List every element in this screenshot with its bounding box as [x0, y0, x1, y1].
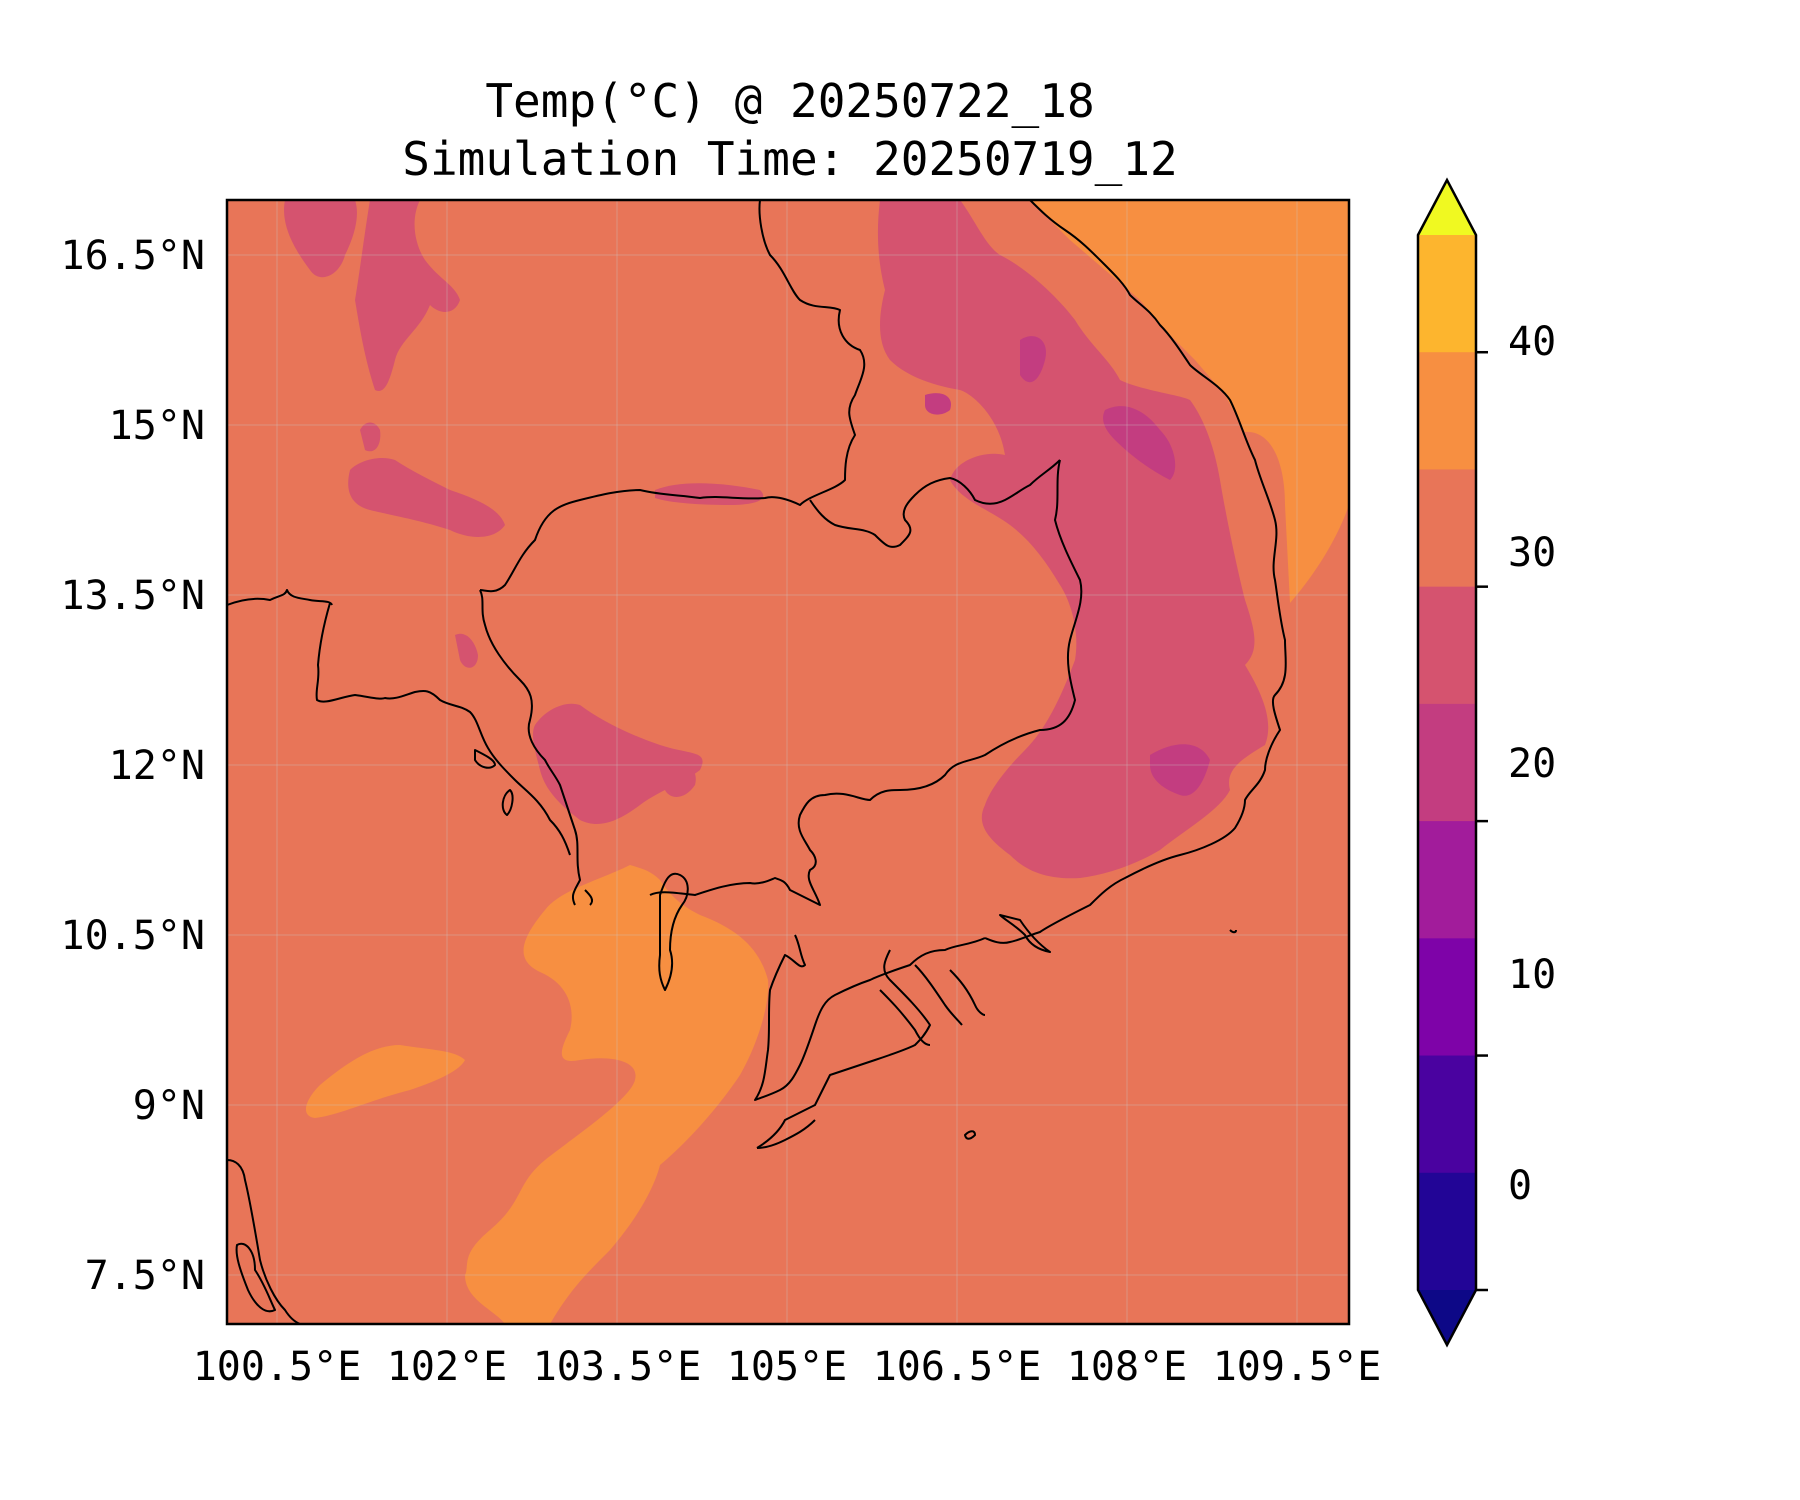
delta-channel-3 — [949, 969, 986, 1016]
colorbar — [1416, 177, 1488, 1348]
lon-tick: 108°E — [1067, 1344, 1187, 1390]
cambodia-thailand-west-border — [479, 589, 581, 906]
cold-spot-3 — [1103, 406, 1176, 480]
colorbar-tick-labels: 40 30 20 10 0 — [1508, 319, 1556, 1209]
lat-tick: 13.5°N — [61, 573, 206, 619]
laos-cambodia-border — [809, 459, 1061, 548]
island-con-son — [1229, 929, 1237, 934]
vietnam-coast — [984, 199, 1287, 944]
island-gulf-1 — [474, 749, 496, 769]
delta-channel-4 — [914, 964, 963, 1026]
graticule — [227, 200, 1349, 1324]
cool-zones — [284, 200, 1269, 879]
map-title: Temp(°C) @ 20250722_18 — [485, 74, 1095, 128]
lat-tick-labels: 16.5°N 15°N 13.5°N 12°N 10.5°N 9°N 7.5°N — [61, 233, 206, 1299]
lat-tick: 10.5°N — [61, 913, 206, 959]
lon-tick: 100.5°E — [193, 1344, 362, 1390]
cool-zone-sw — [532, 703, 703, 825]
cool-zone-east-highlands — [877, 200, 1269, 879]
island-hon-khoai — [964, 1130, 976, 1140]
cool-zone-border — [655, 483, 764, 505]
colorbar-bin — [1418, 1055, 1476, 1174]
colorbar-bin — [1418, 469, 1476, 588]
colorbar-bin — [1418, 703, 1476, 822]
lat-tick: 16.5°N — [61, 233, 206, 279]
colorbar-tick: 40 — [1508, 319, 1556, 365]
malay-coast — [226, 1159, 301, 1325]
delta-channel-2 — [879, 989, 931, 1046]
warm-zone-west-gulf — [305, 1045, 465, 1118]
cool-zone-sw2 — [665, 765, 696, 797]
colorbar-tick: 10 — [1508, 952, 1556, 998]
map-frame — [225, 198, 1351, 1326]
cool-zone-n — [348, 458, 505, 537]
lon-tick: 109.5°E — [1213, 1344, 1382, 1390]
lat-tick: 12°N — [109, 743, 205, 789]
cold-spot-1 — [1020, 336, 1046, 383]
cool-zone-n2 — [360, 422, 381, 452]
map-subtitle: Simulation Time: 20250719_12 — [402, 132, 1178, 186]
lat-tick: 15°N — [109, 403, 205, 449]
lat-tick: 9°N — [133, 1083, 205, 1129]
ca-mau-coast — [756, 949, 931, 1149]
mekong-delta-coast — [754, 934, 986, 1101]
colorbar-bin — [1418, 1172, 1476, 1291]
ca-mau-tip — [756, 1119, 816, 1149]
colorbar-tick: 0 — [1508, 1163, 1532, 1209]
cambodia-vietnam-border — [649, 459, 1083, 906]
island-koh-rong — [501, 789, 514, 816]
cold-spot-2 — [925, 393, 951, 415]
colorbar-bin — [1418, 352, 1476, 470]
lon-tick: 102°E — [387, 1344, 507, 1390]
colorbar-bin — [1418, 586, 1476, 705]
colorbar-bin — [1418, 235, 1476, 353]
laos-cambodia-thailand-border — [479, 199, 866, 593]
thailand-coast — [315, 602, 571, 856]
island-malay — [235, 1242, 276, 1313]
cool-zone-nw1 — [284, 200, 357, 278]
lon-tick: 106.5°E — [873, 1344, 1042, 1390]
colorbar-extend-max — [1418, 180, 1476, 235]
colorbar-extend-min — [1418, 1290, 1476, 1345]
coastlines-borders — [226, 199, 1287, 1325]
lon-tick: 103.5°E — [533, 1344, 702, 1390]
cold-spot-4 — [1150, 744, 1210, 796]
thailand-north-border — [226, 589, 333, 606]
colder-spots — [925, 336, 1210, 796]
colorbar-tick: 30 — [1508, 530, 1556, 576]
cool-zone-nw2 — [355, 200, 460, 391]
lon-tick-labels: 100.5°E 102°E 103.5°E 105°E 106.5°E 108°… — [193, 1344, 1382, 1390]
delta-channel-1 — [999, 914, 1051, 953]
island-koh-kong — [584, 889, 594, 906]
lon-tick: 105°E — [727, 1344, 847, 1390]
colorbar-tick: 20 — [1508, 741, 1556, 787]
warm-zones — [305, 200, 1349, 1324]
cool-zone-w — [455, 633, 478, 668]
warm-zone-gulf — [465, 865, 769, 1324]
warm-zone-east-sea — [1030, 200, 1349, 603]
colorbar-bin — [1418, 938, 1476, 1057]
colorbar-bin — [1418, 821, 1476, 939]
island-phu-quoc — [658, 872, 689, 991]
lat-tick: 7.5°N — [85, 1253, 205, 1299]
